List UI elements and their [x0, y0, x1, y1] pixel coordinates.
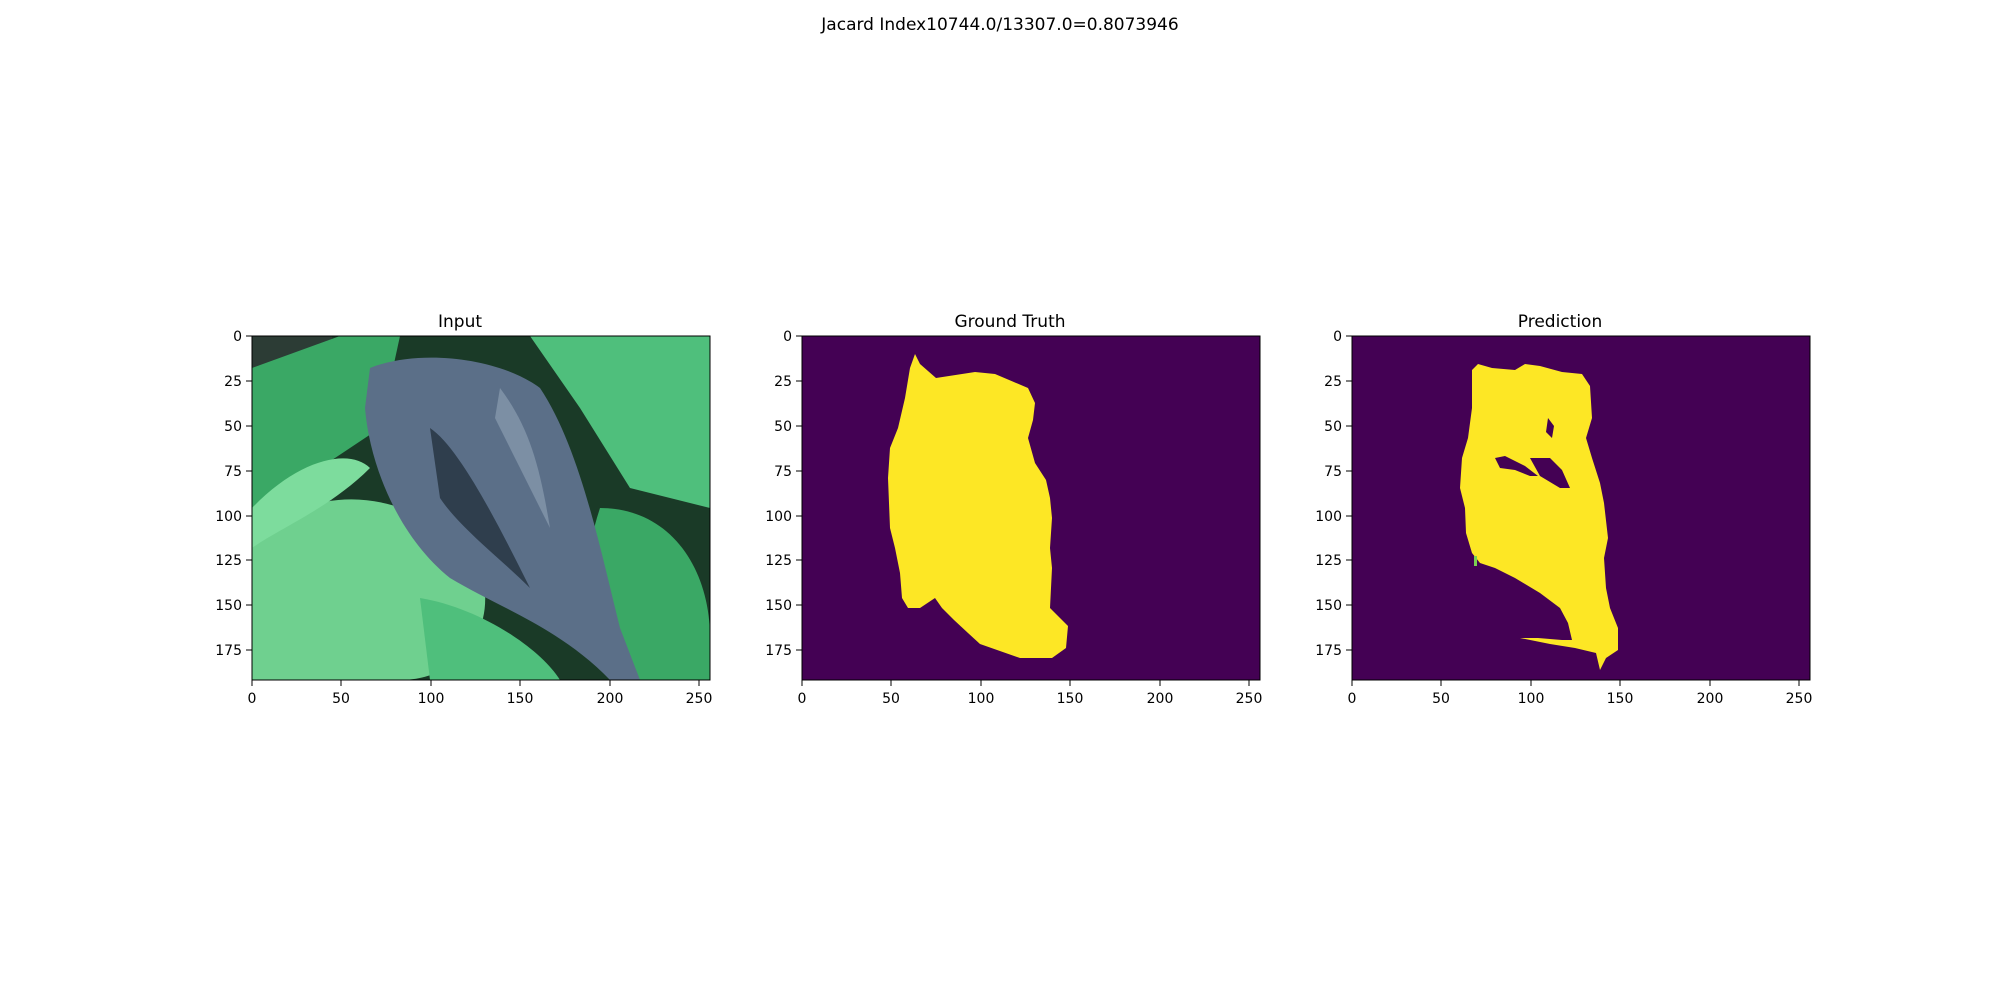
- x-tick-label: 100: [418, 691, 445, 707]
- y-tick-label: 100: [215, 509, 242, 525]
- ground-truth-y-ticks: 0 25 50 75 100 125 150 175: [765, 329, 802, 659]
- input-y-ticks: 0 25 50 75 100 125 150 175: [215, 329, 252, 659]
- leaf-photo: [252, 336, 710, 680]
- y-tick-label: 150: [1315, 598, 1342, 614]
- x-tick-label: 100: [1518, 691, 1545, 707]
- y-tick-label: 100: [765, 509, 792, 525]
- prediction-y-ticks: 0 25 50 75 100 125 150 175: [1315, 329, 1352, 659]
- x-tick-label: 150: [1607, 691, 1634, 707]
- prediction-mask: [1460, 364, 1618, 670]
- y-tick-label: 125: [765, 553, 792, 569]
- x-tick-label: 250: [1236, 691, 1263, 707]
- x-tick-label: 50: [882, 691, 900, 707]
- y-tick-label: 175: [215, 643, 242, 659]
- prediction-panel-title: Prediction: [1517, 312, 1603, 332]
- y-tick-label: 0: [233, 329, 242, 345]
- y-tick-label: 50: [224, 419, 242, 435]
- y-tick-label: 125: [215, 553, 242, 569]
- input-axes: 0 50 100 150 200 250 0 25 50 75 100 125 …: [215, 329, 713, 707]
- x-tick-label: 50: [1432, 691, 1450, 707]
- y-tick-label: 50: [1324, 419, 1342, 435]
- input-panel: Input 0 50 100 15: [200, 308, 720, 728]
- ground-truth-panel-title: Ground Truth: [954, 312, 1066, 332]
- x-tick-label: 0: [248, 691, 257, 707]
- y-tick-label: 150: [765, 598, 792, 614]
- input-panel-title: Input: [437, 312, 483, 332]
- x-tick-label: 150: [507, 691, 534, 707]
- prediction-x-ticks: 0 50 100 150 200 250: [1348, 680, 1813, 707]
- ground-truth-panel: Ground Truth 0 50 100 150 200 250: [750, 308, 1270, 728]
- y-tick-label: 25: [224, 374, 242, 390]
- y-tick-label: 0: [1333, 329, 1342, 345]
- x-tick-label: 100: [968, 691, 995, 707]
- y-tick-label: 75: [1324, 464, 1342, 480]
- y-tick-label: 0: [783, 329, 792, 345]
- prediction-speck: [1474, 556, 1477, 566]
- y-tick-label: 50: [774, 419, 792, 435]
- x-tick-label: 50: [332, 691, 350, 707]
- x-tick-label: 200: [597, 691, 624, 707]
- x-tick-label: 250: [1786, 691, 1813, 707]
- ground-truth-mask: [888, 354, 1068, 658]
- y-tick-label: 75: [224, 464, 242, 480]
- y-tick-label: 175: [765, 643, 792, 659]
- y-tick-label: 150: [215, 598, 242, 614]
- y-tick-label: 25: [774, 374, 792, 390]
- y-tick-label: 125: [1315, 553, 1342, 569]
- x-tick-label: 0: [798, 691, 807, 707]
- x-tick-label: 0: [1348, 691, 1357, 707]
- x-tick-label: 150: [1057, 691, 1084, 707]
- y-tick-label: 25: [1324, 374, 1342, 390]
- figure-suptitle: Jacard Index10744.0/13307.0=0.8073946: [821, 15, 1179, 35]
- input-x-ticks: 0 50 100 150 200 250: [248, 680, 713, 707]
- prediction-panel: Prediction 0 50 100 150 200 250: [1300, 308, 1820, 728]
- y-tick-label: 100: [1315, 509, 1342, 525]
- prediction-axes: 0 50 100 150 200 250 0 25 50 75 100 125 …: [1315, 329, 1813, 707]
- y-tick-label: 175: [1315, 643, 1342, 659]
- x-tick-label: 250: [686, 691, 713, 707]
- x-tick-label: 200: [1697, 691, 1724, 707]
- x-tick-label: 200: [1147, 691, 1174, 707]
- ground-truth-x-ticks: 0 50 100 150 200 250: [798, 680, 1263, 707]
- y-tick-label: 75: [774, 464, 792, 480]
- ground-truth-axes: 0 50 100 150 200 250 0 25 50 75 100 125 …: [765, 329, 1263, 707]
